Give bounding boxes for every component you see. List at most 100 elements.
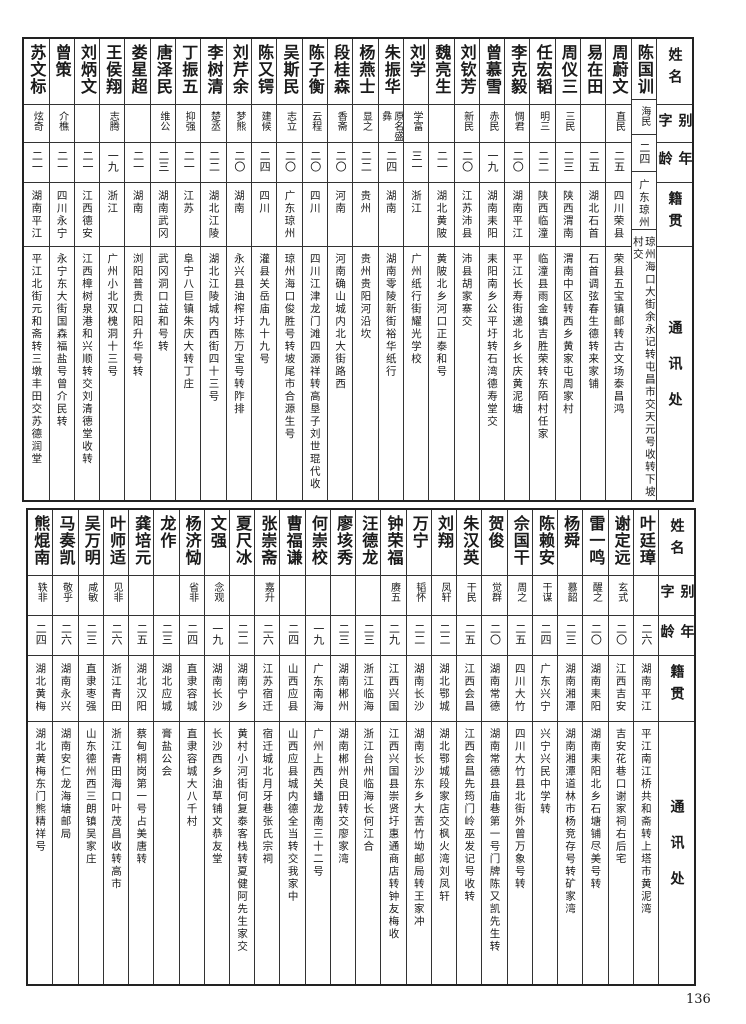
age-text: 二三: [84, 623, 98, 645]
table-row: 叶师适 见非 二六 浙江青田 浙江青田海口叶茂昌收转高市: [102, 510, 129, 984]
table-row: 文强 念观 一九 湖南长沙 长沙西乡油草铺文恭友堂: [203, 510, 230, 984]
alias-text: 敬乎: [60, 582, 72, 602]
alias-cell: [305, 576, 330, 616]
name-text: 段桂森: [331, 44, 351, 95]
address-text: 临潼县雨金镇吉胜荣转东陌村任家: [536, 253, 549, 441]
alias-cell: 梦熊: [226, 105, 251, 143]
origin-cell: 湖南长沙: [406, 656, 431, 722]
name-text: 曾策: [52, 44, 72, 78]
address-cell: 阜宁八巨镇朱庆大转丁庄: [176, 247, 200, 500]
age-cell: 二三: [558, 616, 583, 656]
name-cell: 叶廷璋: [633, 510, 658, 576]
origin-text: 广东琼州: [637, 178, 650, 229]
name-text: 刘炳文: [77, 44, 97, 95]
address-cell: 山东德州西三朗镇吴家庄: [79, 722, 103, 984]
age-cell: 二二: [230, 616, 255, 656]
name-cell: 文强: [204, 510, 230, 576]
origin-cell: 湖北汉阳: [129, 656, 154, 722]
header-cell-origin: 籍贯: [657, 183, 692, 247]
table-row: 曾策 介樵 二一 四川永宁 永宁东大街国森福盐号曾介民转: [48, 39, 74, 500]
age-text: 二三: [156, 150, 170, 172]
address-cell: 河南确山城内北大街路西: [328, 247, 352, 500]
origin-cell: 湖南长沙: [204, 656, 230, 722]
age-text: 二四: [384, 150, 398, 172]
alias-text: 维公: [157, 111, 169, 131]
header-cell-age: 年龄: [657, 143, 692, 183]
origin-cell: 湖北黄梅: [28, 656, 53, 722]
age-text: 一九: [106, 150, 120, 172]
age-text: 二〇: [308, 150, 322, 172]
table-row: 龙作 二三 湖北应城 膏盐公会: [153, 510, 179, 984]
alias-text: 惆君: [512, 111, 524, 131]
origin-cell: 湖南湘潭: [558, 656, 583, 722]
roster-table-bottom: 姓名 别字 年龄 籍贯 通讯处 叶廷璋 二六 湖南平江 平江南江桥共和斋转上塔市黄泥湾 谢定远 玄式…: [26, 508, 696, 986]
name-cell: 李克毅: [505, 39, 530, 105]
origin-text: 四川大竹: [513, 663, 526, 713]
age-cell: 二四: [252, 143, 277, 183]
name-text: 夏尺冰: [233, 515, 253, 566]
origin-text: 四川: [258, 190, 271, 215]
address-cell: 广州纸行街耀光学校: [404, 247, 428, 500]
age-text: 二六: [639, 623, 653, 645]
name-cell: 丁振五: [176, 39, 201, 105]
alias-text: 直民: [613, 111, 625, 131]
origin-text: 河南: [334, 190, 347, 215]
age-cell: 二三: [154, 616, 179, 656]
name-text: 熊焜南: [31, 515, 51, 566]
table-row: 曹福谦 二四 山西应县 山西应县城内德全当转交我家中: [279, 510, 305, 984]
origin-cell: 湖南郴州: [330, 656, 356, 722]
age-text: 二二: [236, 623, 250, 645]
header-label-alias: 别字: [657, 113, 692, 135]
alias-cell: 凤轩: [431, 576, 457, 616]
age-cell: 二〇: [454, 143, 479, 183]
name-text: 刘翔: [435, 515, 454, 549]
address-cell: 四川大竹县北街外曾万象号转: [508, 722, 532, 984]
name-cell: 廖垓秀: [330, 510, 356, 576]
address-cell: 耒阳南乡公平圩转石湾德寿堂交: [480, 247, 504, 500]
age-cell: 二〇: [583, 616, 608, 656]
table-row: 汪德龙 二三 浙江临海 浙江台州临海长何江合: [355, 510, 381, 984]
name-cell: 万宁: [406, 510, 431, 576]
name-text: 钟荣福: [384, 515, 404, 566]
address-text: 湖北黄梅东门熊精祥号: [34, 728, 47, 853]
name-text: 易在田: [584, 44, 604, 95]
address-text: 吉安花巷口谢家祠右后宅: [614, 728, 627, 866]
address-cell: 黄村小河街何复泰客栈转夏健阿先生家交: [230, 722, 254, 984]
name-text: 刘钦芳: [457, 44, 477, 95]
alias-cell: 干谋: [532, 576, 558, 616]
name-cell: 陈又锷: [252, 39, 277, 105]
alias-text: 明三: [537, 111, 549, 131]
age-cell: 二二: [530, 143, 555, 183]
age-cell: 二四: [280, 616, 305, 656]
table-row: 朱汉英 干民 二五 江西会昌 江西会昌先筠门岭巫发记号收转: [456, 510, 482, 984]
name-cell: 朱振华: [378, 39, 403, 105]
name-text: 魏亮生: [432, 44, 452, 95]
address-text: 荣县五宝镇邮转古文场泰昌鸿: [612, 253, 625, 416]
address-text: 蔡甸桐岗第一号占美唐转: [135, 728, 148, 866]
origin-text: 湖北黄陂: [435, 190, 448, 240]
origin-text: 湖南: [384, 190, 397, 215]
alias-text: 轶非: [35, 582, 47, 602]
address-text: 浙江青田海口叶茂昌收转高市: [109, 728, 122, 891]
address-cell: 浙江青田海口叶茂昌收转高市: [104, 722, 128, 984]
address-cell: 永宁东大街国森福盐号曾介民转: [50, 247, 74, 500]
origin-text: 四川永宁: [55, 190, 68, 240]
origin-cell: 湖北黄陂: [429, 183, 454, 247]
alias-text: 志立: [284, 111, 296, 131]
age-cell: 二五: [507, 616, 532, 656]
name-cell: 苏文标: [24, 39, 49, 105]
alias-cell: 惆君: [505, 105, 530, 143]
name-cell: 贺俊: [482, 510, 507, 576]
address-cell: 湖南安仁龙海塘邮局: [53, 722, 77, 984]
origin-cell: 江苏沛县: [454, 183, 479, 247]
age-cell: 二一: [74, 143, 100, 183]
origin-cell: 陕西临潼: [530, 183, 555, 247]
age-cell: 二六: [255, 616, 280, 656]
table-row: 廖垓秀 二三 湖南郴州 湖南郴州良田转交廖家湾: [329, 510, 356, 984]
alias-cell: 醒之: [583, 576, 608, 616]
name-cell: 何崇校: [305, 510, 330, 576]
address-text: 平江长寿街递北乡长庆黄泥塘: [511, 253, 524, 416]
name-cell: 唐泽民: [150, 39, 176, 105]
alias-text: 念观: [211, 582, 223, 602]
address-text: 阜宁八巨镇朱庆大转丁庄: [182, 253, 195, 391]
